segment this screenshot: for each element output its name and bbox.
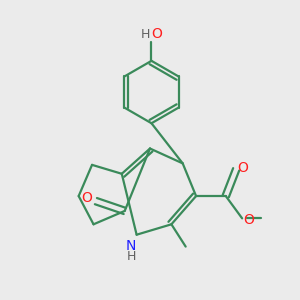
Text: N: N (126, 239, 136, 253)
Text: O: O (152, 27, 162, 41)
Text: O: O (243, 213, 254, 227)
Text: H: H (140, 28, 150, 40)
Text: O: O (82, 191, 92, 205)
Text: O: O (237, 161, 248, 175)
Text: H: H (127, 250, 136, 263)
